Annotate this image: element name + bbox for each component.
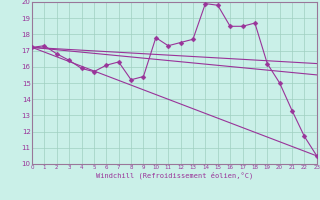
X-axis label: Windchill (Refroidissement éolien,°C): Windchill (Refroidissement éolien,°C) bbox=[96, 172, 253, 179]
